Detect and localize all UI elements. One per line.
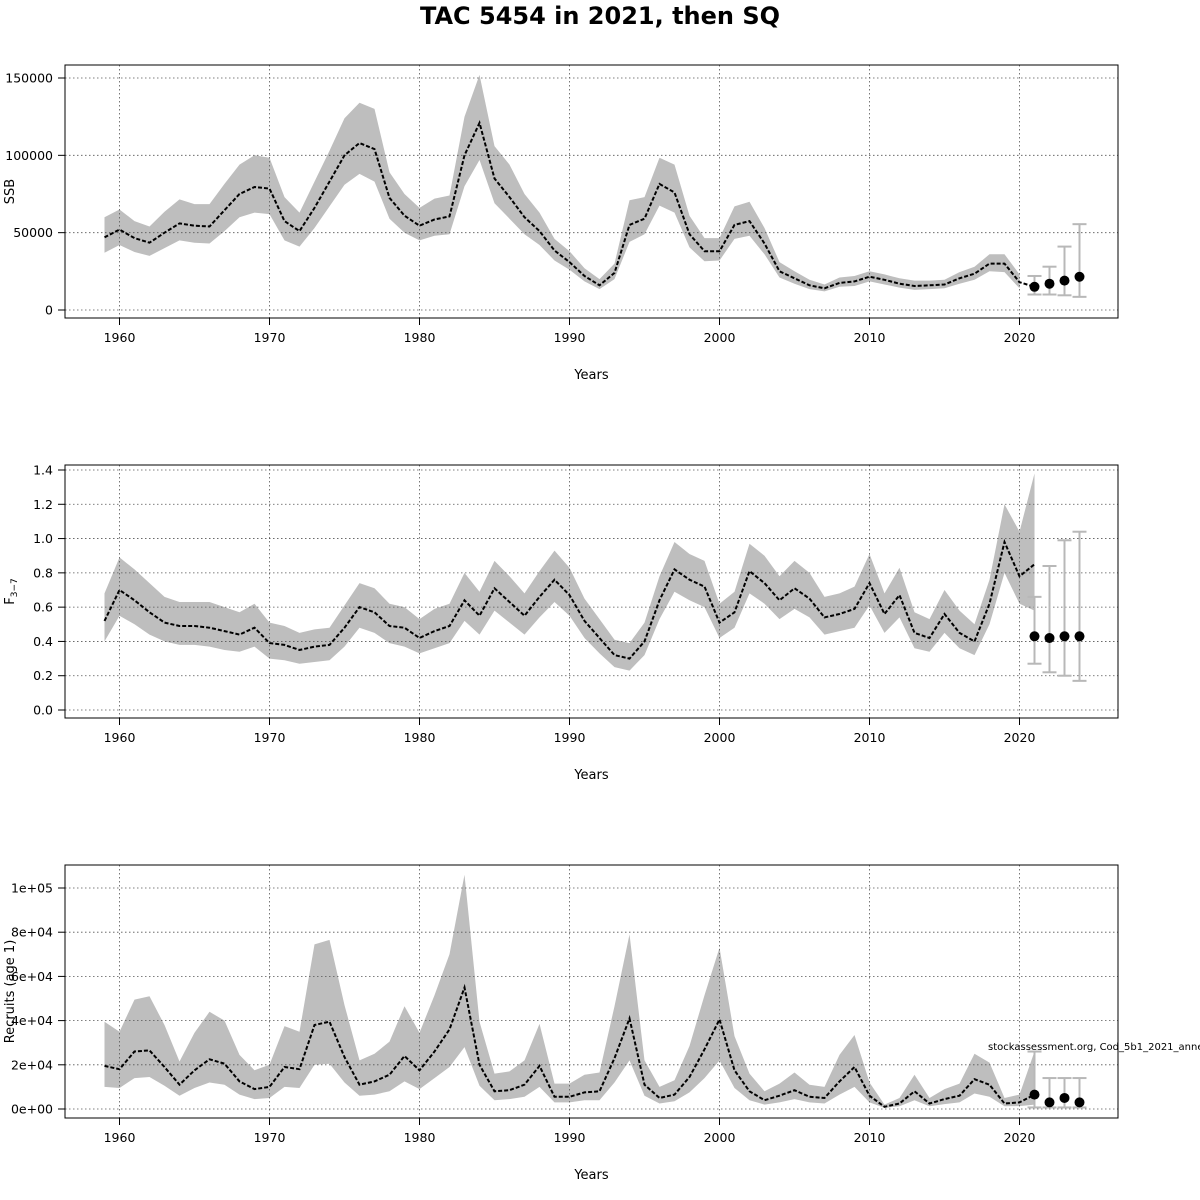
x-tick-label: 1990	[554, 1130, 586, 1145]
x-tick-label: 2010	[854, 730, 886, 745]
forecast-point	[1044, 633, 1055, 643]
plot-frame	[64, 864, 1119, 1119]
source-note: stockassessment.org, Cod_5b1_2021_annex	[988, 1042, 1200, 1053]
y-tick-label: 1.4	[33, 463, 53, 478]
forecast-point	[1029, 1089, 1040, 1100]
y-tick-label: 0	[45, 303, 53, 318]
forecast-point	[1029, 281, 1040, 292]
x-tick-label: 1960	[104, 1130, 136, 1145]
forecast-point	[1059, 275, 1070, 286]
x-axis-label: Years	[573, 1168, 609, 1183]
forecast-point	[1059, 1092, 1070, 1103]
x-tick-label: 1980	[404, 730, 436, 745]
y-tick-label: 100000	[5, 148, 53, 163]
x-tick-label: 1990	[554, 730, 586, 745]
chart-title: TAC 5454 in 2021, then SQ	[419, 2, 781, 30]
plot-frame	[64, 64, 1119, 319]
x-tick-label: 2010	[854, 1130, 886, 1145]
forecast-point	[1044, 278, 1055, 289]
y-axis-label-subscript: 3−7	[10, 578, 20, 597]
x-tick-label: 1970	[254, 330, 286, 345]
x-tick-label: 1960	[104, 330, 136, 345]
y-tick-label: 0.8	[33, 565, 53, 580]
y-tick-label: 0.4	[33, 634, 53, 649]
confidence-band	[104, 74, 1020, 292]
y-axis-label: F3−7	[3, 578, 20, 604]
plot-frame	[64, 464, 1119, 719]
y-tick-label: 1.0	[33, 531, 53, 546]
forecast-point	[1044, 1097, 1055, 1108]
confidence-band	[104, 473, 1035, 671]
x-tick-label: 1980	[404, 330, 436, 345]
forecast-point	[1074, 1097, 1085, 1108]
x-tick-label: 2000	[704, 730, 736, 745]
y-tick-label: 150000	[5, 71, 53, 86]
forecast-point	[1029, 631, 1040, 642]
estimate-line	[104, 983, 1035, 1108]
x-tick-label: 1980	[404, 1130, 436, 1145]
y-tick-label: 8e+04	[11, 925, 53, 940]
y-tick-label: 0.2	[33, 668, 53, 683]
y-tick-label: 2e+04	[11, 1057, 53, 1072]
forecast-point	[1074, 271, 1085, 282]
y-tick-label: 1e+05	[11, 881, 53, 896]
x-tick-label: 1990	[554, 330, 586, 345]
y-tick-label: 4e+04	[11, 1013, 53, 1028]
x-tick-label: 2010	[854, 330, 886, 345]
x-axis-label: Years	[573, 768, 609, 783]
x-tick-label: 2020	[1004, 730, 1036, 745]
x-tick-label: 1960	[104, 730, 136, 745]
x-axis-label: Years	[573, 368, 609, 383]
y-axis-label: Recruits (age 1)	[3, 940, 18, 1044]
x-tick-label: 2000	[704, 330, 736, 345]
forecast-point	[1059, 631, 1070, 642]
estimate-line	[104, 119, 1035, 290]
y-tick-label: 0e+00	[11, 1102, 53, 1117]
x-tick-label: 1970	[254, 730, 286, 745]
y-tick-label: 6e+04	[11, 969, 53, 984]
x-tick-label: 2020	[1004, 330, 1036, 345]
x-tick-label: 1970	[254, 1130, 286, 1145]
y-tick-label: 1.2	[33, 497, 53, 512]
forecast-point	[1074, 631, 1085, 642]
estimate-line	[103, 538, 1036, 660]
y-tick-label: 0.6	[33, 600, 53, 615]
y-axis-label: SSB	[3, 179, 18, 204]
panel-3: 1960 1970 1980 1990 2000 2010 2020 0e+00 2e+04 4e…	[3, 864, 1200, 1183]
confidence-band	[104, 874, 1035, 1108]
y-tick-label: 50000	[13, 225, 53, 240]
panel-1: 1960 1970 1980 1990 2000 2010 2020 0 50000 100000…	[3, 64, 1119, 383]
x-tick-label: 2020	[1004, 1130, 1036, 1145]
panel-2: 1960 1970 1980 1990 2000 2010 2020 0.0 0.2 0.4 0.6…	[3, 463, 1119, 783]
x-tick-label: 2000	[704, 1130, 736, 1145]
y-tick-label: 0.0	[33, 703, 53, 718]
